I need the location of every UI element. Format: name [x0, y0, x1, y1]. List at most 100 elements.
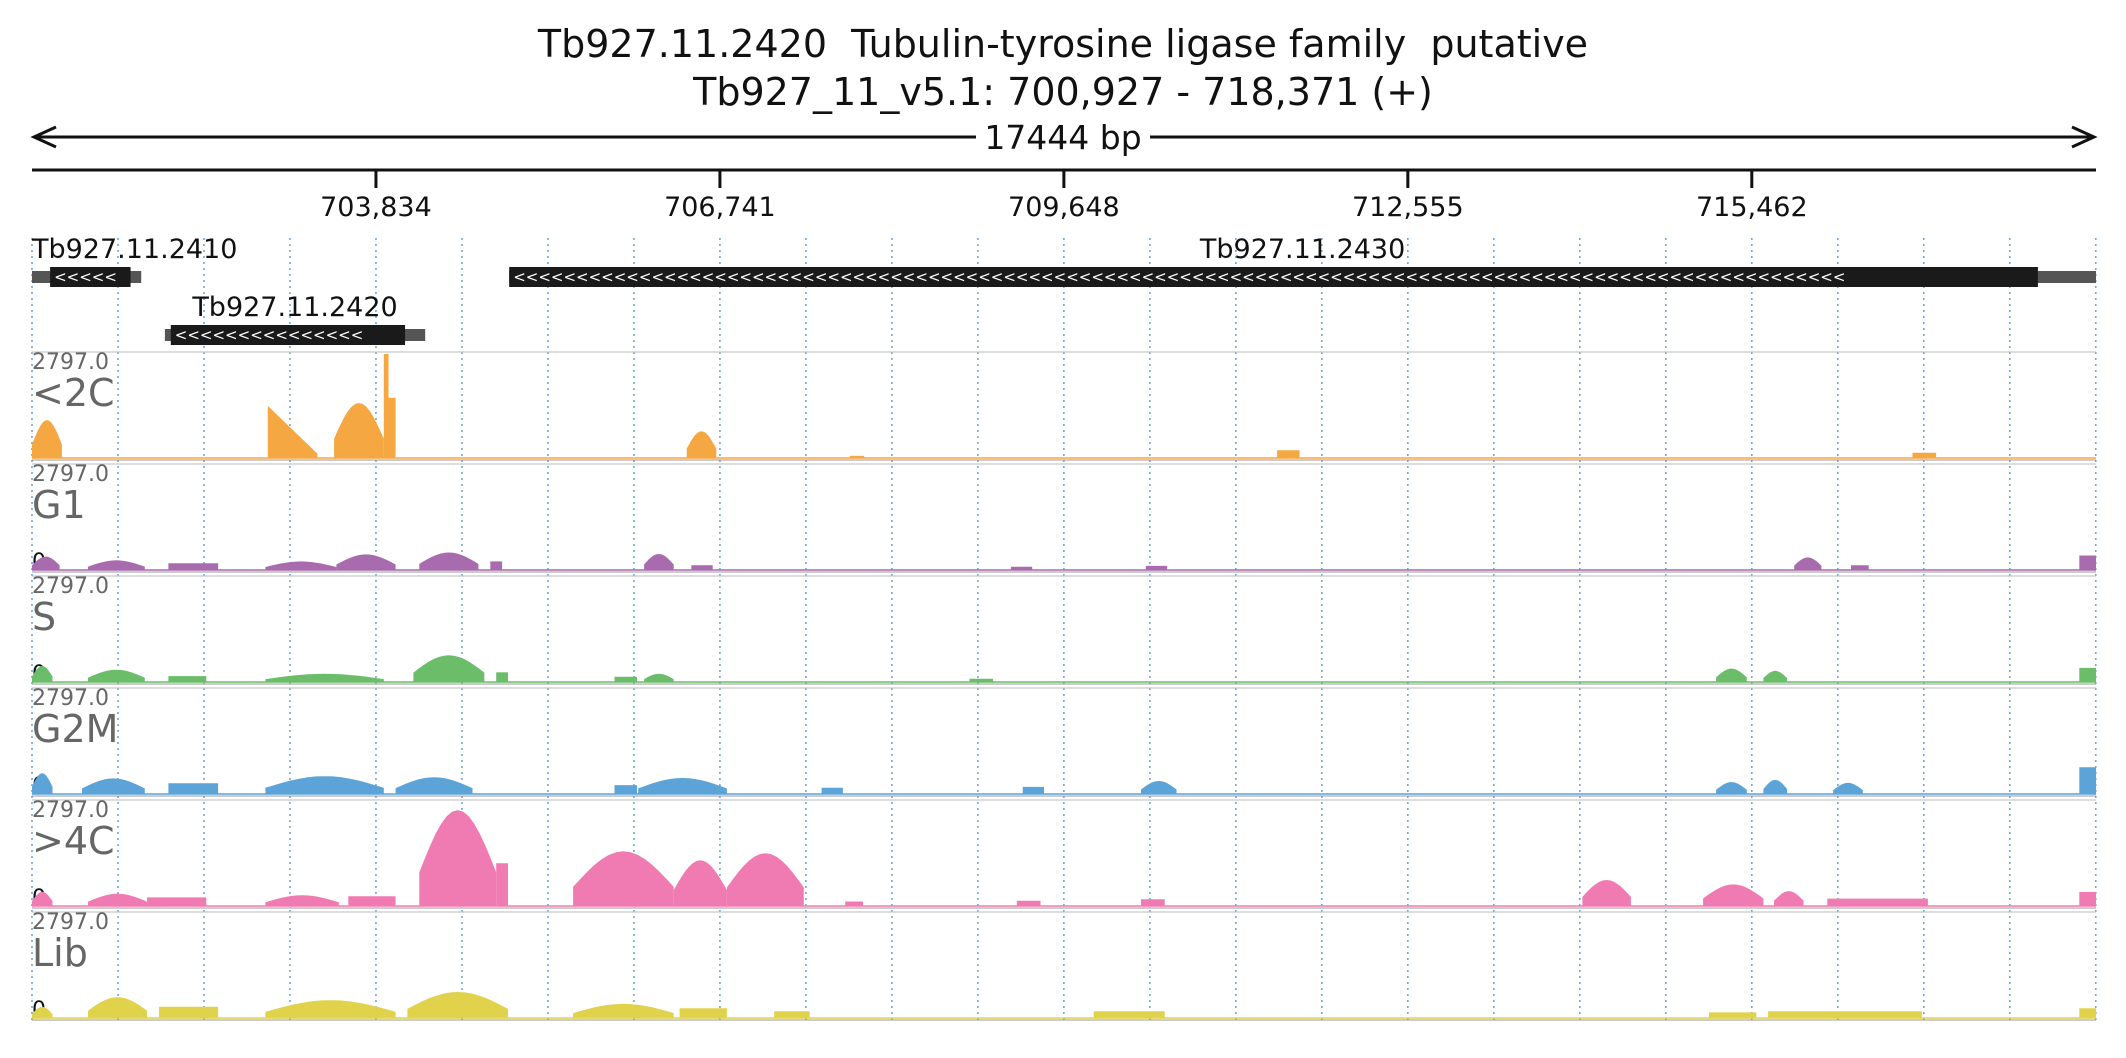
gene-cds	[509, 267, 2038, 287]
coverage-area	[2079, 667, 2096, 682]
coverage-area	[1851, 565, 1869, 570]
coverage-area	[1774, 891, 1804, 906]
track-ymax-label: 2797.0	[32, 910, 109, 935]
coverage-area	[726, 853, 804, 906]
track-name-label: Lib	[32, 931, 88, 975]
coverage-area	[496, 672, 508, 682]
coverage-area	[147, 897, 207, 906]
coverage-area	[265, 1000, 396, 1018]
axis-tick-label: 715,462	[1696, 192, 1808, 223]
coverage-area	[407, 992, 508, 1018]
coverage-area	[969, 678, 994, 682]
coverage-area	[2079, 767, 2096, 794]
position-axis: 703,834 706,741 709,648 712,555 715,462	[32, 168, 2096, 223]
track-g1: 2797.0G10	[32, 462, 2096, 575]
coverage-area	[88, 560, 145, 570]
coverage-area	[1582, 880, 1631, 906]
coverage-area	[679, 1008, 727, 1018]
coverage-area	[265, 776, 384, 794]
coverage-area	[845, 901, 863, 906]
coverage-area	[88, 893, 148, 906]
axis-tick-label: 712,555	[1352, 192, 1464, 223]
coverage-area	[419, 552, 479, 570]
coverage-area	[388, 397, 396, 458]
coverage-area	[32, 1006, 53, 1018]
coverage-area	[395, 777, 473, 794]
track-ymax-label: 2797.0	[32, 462, 109, 487]
track-ymax-label: 2797.0	[32, 686, 109, 711]
axis-tick-label: 709,648	[1008, 192, 1120, 223]
track-name-label: <2C	[32, 371, 115, 415]
axis-tick-label: 703,834	[320, 192, 432, 223]
locus-coordinates: Tb927_11_v5.1: 700,927 - 718,371 (+)	[693, 70, 1433, 114]
coverage-area	[168, 783, 219, 794]
coverage-area	[334, 403, 384, 458]
gene-annotations: <<<<< Tb927.11.2410 <<<<<<<<<<<<<<< Tb927.1…	[31, 234, 2096, 345]
gene-title: Tb927.11.2420 Tubulin-tyrosine ligase fa…	[537, 22, 1589, 66]
track-ymax-label: 2797.0	[32, 574, 109, 599]
coverage-area	[614, 785, 637, 794]
coverage-area	[1827, 898, 1928, 906]
coverage-area	[383, 354, 389, 458]
coverage-area	[1763, 779, 1788, 794]
coverage-area	[1093, 1011, 1165, 1018]
track-lib: 2797.0Lib0	[32, 910, 2096, 1023]
coverage-area	[267, 405, 318, 458]
coverage-area	[573, 851, 674, 906]
coverage-area	[2079, 1008, 2096, 1018]
span-label: 17444 bp	[984, 118, 1141, 157]
gene-label: Tb927.11.2430	[1199, 234, 1405, 265]
coverage-area	[32, 773, 53, 794]
coverage-area	[348, 896, 396, 906]
coverage-area	[336, 554, 396, 570]
coverage-area	[413, 655, 485, 682]
track-name-label: G2M	[32, 707, 118, 751]
gene-cds	[170, 325, 406, 345]
coverage-area	[821, 787, 843, 794]
gene-strand-arrows: <<<<<<<<<<<<<<<<<<<<<<<<<<<<<<<<<<<<<<<<…	[513, 268, 1845, 286]
coverage-area	[32, 666, 53, 682]
coverage-area	[850, 455, 865, 458]
coverage-area	[1912, 452, 1937, 458]
track-name-label: S	[32, 595, 56, 639]
coverage-area	[774, 1011, 810, 1018]
coverage-area	[265, 673, 384, 682]
coverage-area	[88, 669, 145, 682]
coverage-area	[1277, 450, 1300, 458]
coverage-area	[614, 676, 637, 682]
span-ruler: 17444 bp	[30, 117, 2098, 157]
track-name-label: >4C	[32, 819, 115, 863]
coverage-area	[2079, 555, 2096, 570]
coverage-area	[673, 860, 727, 906]
coverage-area	[32, 556, 60, 570]
track-g2m: 2797.0G2M0	[32, 686, 2096, 799]
coverage-area	[1716, 668, 1747, 682]
coverage-area	[82, 778, 145, 794]
axis-tick-label: 706,741	[664, 192, 776, 223]
coverage-area	[265, 561, 337, 570]
gene-label: Tb927.11.2410	[31, 234, 237, 265]
coverage-area	[573, 1003, 674, 1018]
span-arrow-right	[2071, 125, 2098, 149]
coverage-area	[168, 676, 207, 682]
coverage-area	[644, 673, 674, 682]
track-s: 2797.0S0	[32, 574, 2096, 687]
span-label-bg	[976, 117, 1150, 157]
coverage-area	[686, 431, 717, 458]
coverage-area	[1141, 899, 1165, 906]
coverage-area	[1763, 670, 1788, 682]
coverage-area	[1768, 1011, 1922, 1018]
track-name-label: G1	[32, 483, 86, 527]
coverage-area	[1016, 900, 1041, 906]
gene-label: Tb927.11.2420	[191, 292, 397, 323]
coverage-tracks: 2797.0<2C02797.0G102797.0S02797.0G2M0279…	[32, 350, 2096, 1023]
coverage-area	[32, 891, 53, 906]
coverage-area	[638, 778, 727, 794]
coverage-area	[2079, 891, 2096, 906]
coverage-area	[1022, 786, 1044, 794]
span-arrow-left	[30, 125, 57, 149]
coverage-area	[691, 565, 713, 570]
coverage-area	[644, 554, 674, 570]
